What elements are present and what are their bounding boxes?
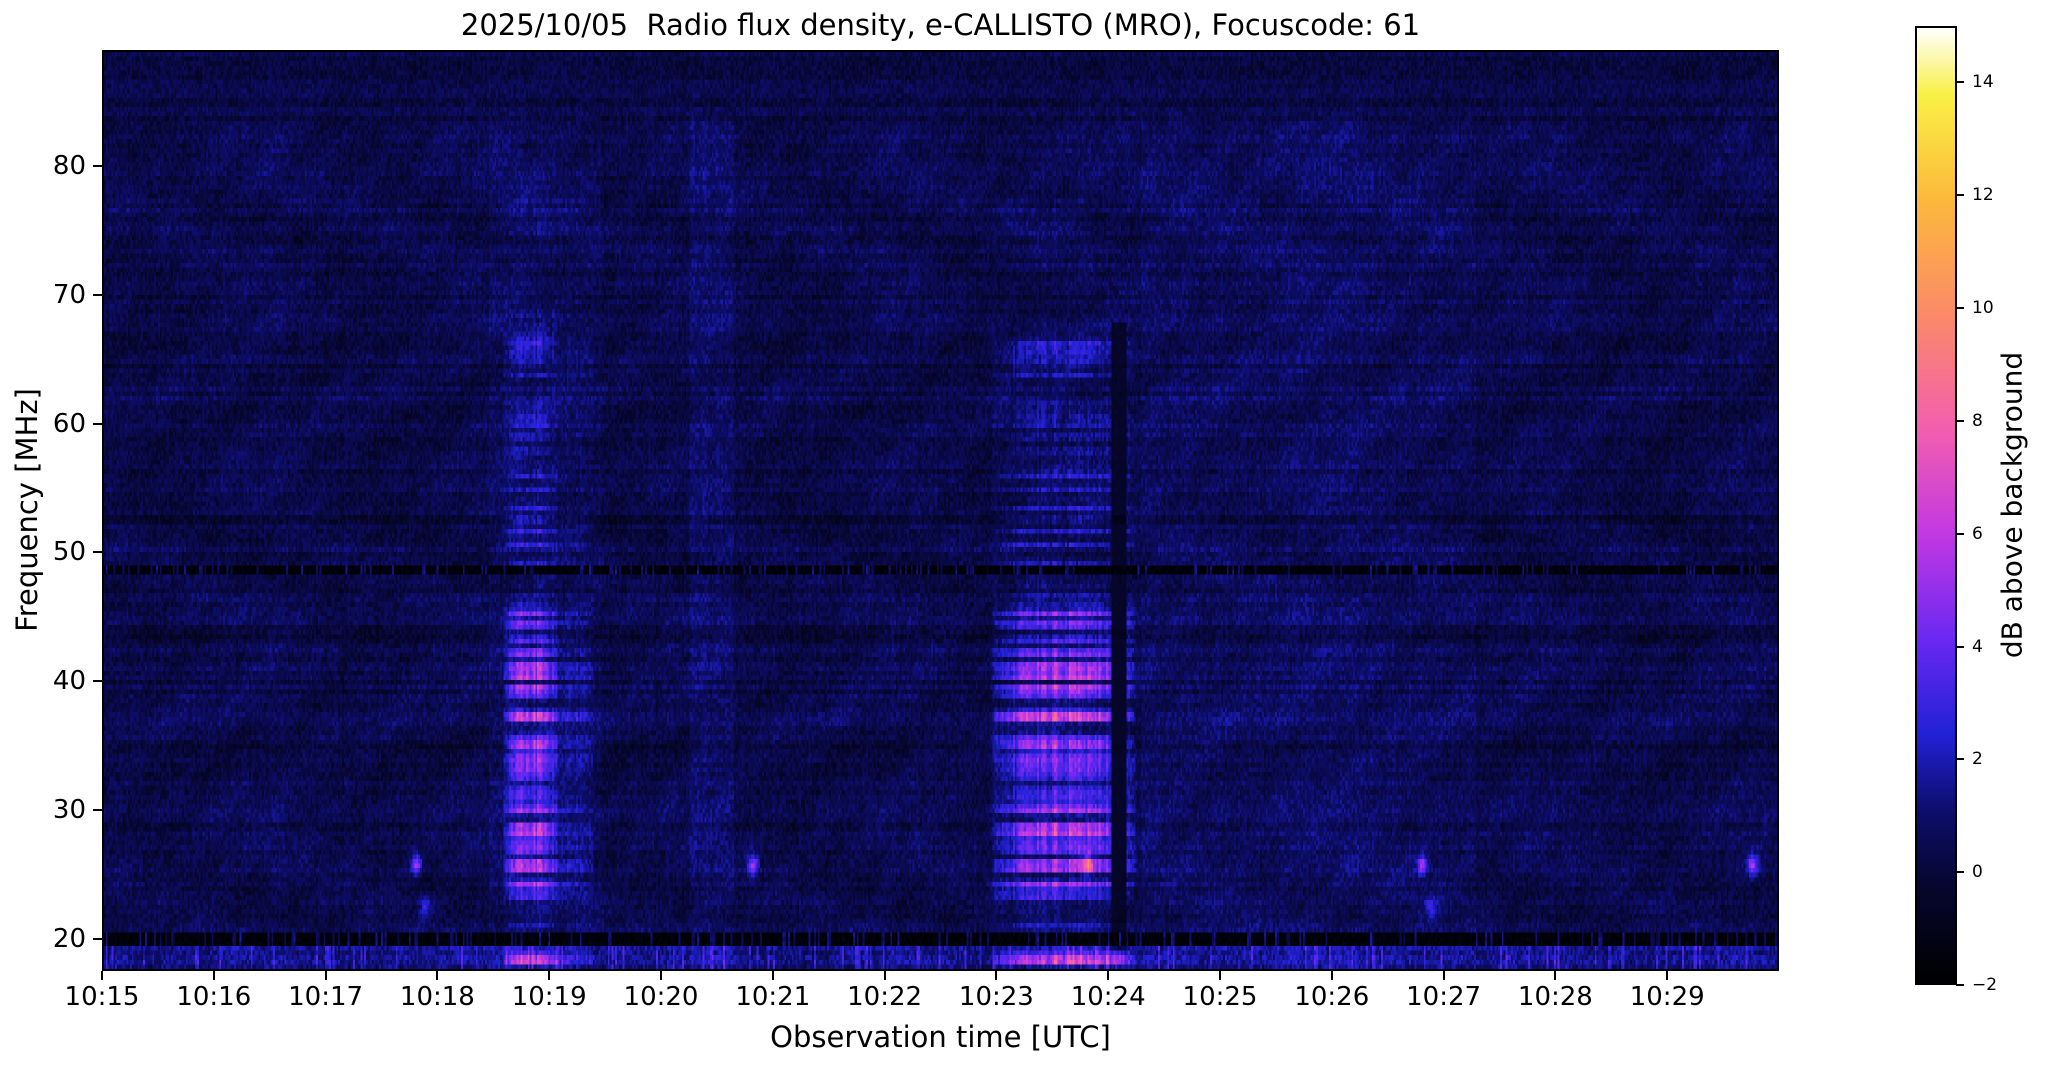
x-tick-label: 10:28 bbox=[1517, 982, 1593, 1012]
x-tick-mark bbox=[660, 971, 662, 980]
x-tick-mark bbox=[995, 971, 998, 980]
x-tick-mark bbox=[1666, 971, 1669, 980]
colorbar bbox=[1915, 26, 1957, 985]
colorbar-tick-label: 12 bbox=[1972, 185, 1994, 206]
colorbar-tick-mark bbox=[1956, 645, 1964, 648]
x-tick-label: 10:16 bbox=[176, 982, 252, 1012]
spectrogram-canvas bbox=[104, 52, 1777, 969]
colorbar-tick-mark bbox=[1956, 984, 1964, 986]
colorbar-gradient bbox=[1917, 28, 1955, 983]
x-tick-label: 10:23 bbox=[958, 982, 1034, 1012]
y-tick-label: 70 bbox=[52, 279, 86, 310]
colorbar-tick-mark bbox=[1956, 758, 1964, 761]
colorbar-tick-label: 8 bbox=[1972, 410, 1983, 431]
y-tick-mark bbox=[93, 937, 102, 940]
x-tick-label: 10:21 bbox=[735, 982, 811, 1012]
x-tick-mark bbox=[1330, 971, 1333, 980]
colorbar-label: dB above background bbox=[1995, 351, 2029, 659]
plot-area bbox=[102, 50, 1779, 971]
x-tick-mark bbox=[883, 971, 886, 980]
x-tick-mark bbox=[1442, 971, 1445, 980]
y-tick-mark bbox=[93, 680, 102, 683]
x-tick-label: 10:22 bbox=[847, 982, 923, 1012]
y-tick-mark bbox=[93, 808, 102, 811]
x-tick-label: 10:24 bbox=[1070, 982, 1146, 1012]
x-tick-mark bbox=[1219, 971, 1221, 980]
y-tick-label: 60 bbox=[52, 408, 86, 439]
x-tick-mark bbox=[1554, 971, 1557, 980]
colorbar-tick-label: 0 bbox=[1972, 862, 1983, 883]
colorbar-tick-mark bbox=[1956, 194, 1964, 197]
x-tick-mark bbox=[324, 971, 327, 980]
colorbar-tick-label: 10 bbox=[1972, 298, 1994, 319]
x-tick-label: 10:20 bbox=[623, 982, 699, 1012]
colorbar-tick-label: 4 bbox=[1972, 636, 1983, 657]
colorbar-tick-label: 6 bbox=[1972, 523, 1983, 544]
x-axis-label: Observation time [UTC] bbox=[770, 1020, 1111, 1054]
y-tick-label: 80 bbox=[52, 150, 86, 181]
y-tick-mark bbox=[93, 422, 102, 425]
colorbar-tick-mark bbox=[1956, 871, 1964, 874]
x-tick-mark bbox=[771, 971, 774, 980]
x-tick-mark bbox=[1107, 971, 1110, 980]
x-tick-label: 10:26 bbox=[1294, 982, 1370, 1012]
x-tick-label: 10:15 bbox=[64, 982, 140, 1012]
colorbar-tick-mark bbox=[1956, 307, 1964, 310]
x-tick-mark bbox=[101, 971, 103, 980]
y-tick-mark bbox=[93, 164, 102, 167]
colorbar-tick-mark bbox=[1956, 419, 1964, 422]
colorbar-tick-label: −2 bbox=[1972, 975, 1998, 995]
x-tick-label: 10:25 bbox=[1182, 982, 1258, 1012]
colorbar-tick-mark bbox=[1956, 81, 1964, 84]
y-tick-label: 30 bbox=[52, 794, 86, 825]
x-tick-label: 10:17 bbox=[288, 982, 364, 1012]
x-tick-mark bbox=[212, 971, 215, 980]
y-tick-label: 50 bbox=[52, 537, 86, 568]
colorbar-tick-label: 2 bbox=[1972, 749, 1983, 770]
y-tick-mark bbox=[93, 293, 102, 296]
y-tick-label: 20 bbox=[52, 923, 86, 954]
x-tick-label: 10:29 bbox=[1629, 982, 1705, 1012]
colorbar-tick-mark bbox=[1956, 532, 1964, 535]
x-tick-mark bbox=[436, 971, 439, 980]
y-tick-mark bbox=[93, 551, 102, 554]
chart-title: 2025/10/05 Radio flux density, e-CALLIST… bbox=[460, 8, 1421, 42]
x-tick-label: 10:19 bbox=[511, 982, 587, 1012]
x-tick-label: 10:18 bbox=[399, 982, 475, 1012]
x-tick-mark bbox=[548, 971, 551, 980]
colorbar-tick-label: 14 bbox=[1972, 72, 1994, 93]
y-tick-label: 40 bbox=[52, 666, 86, 697]
x-tick-label: 10:27 bbox=[1406, 982, 1482, 1012]
